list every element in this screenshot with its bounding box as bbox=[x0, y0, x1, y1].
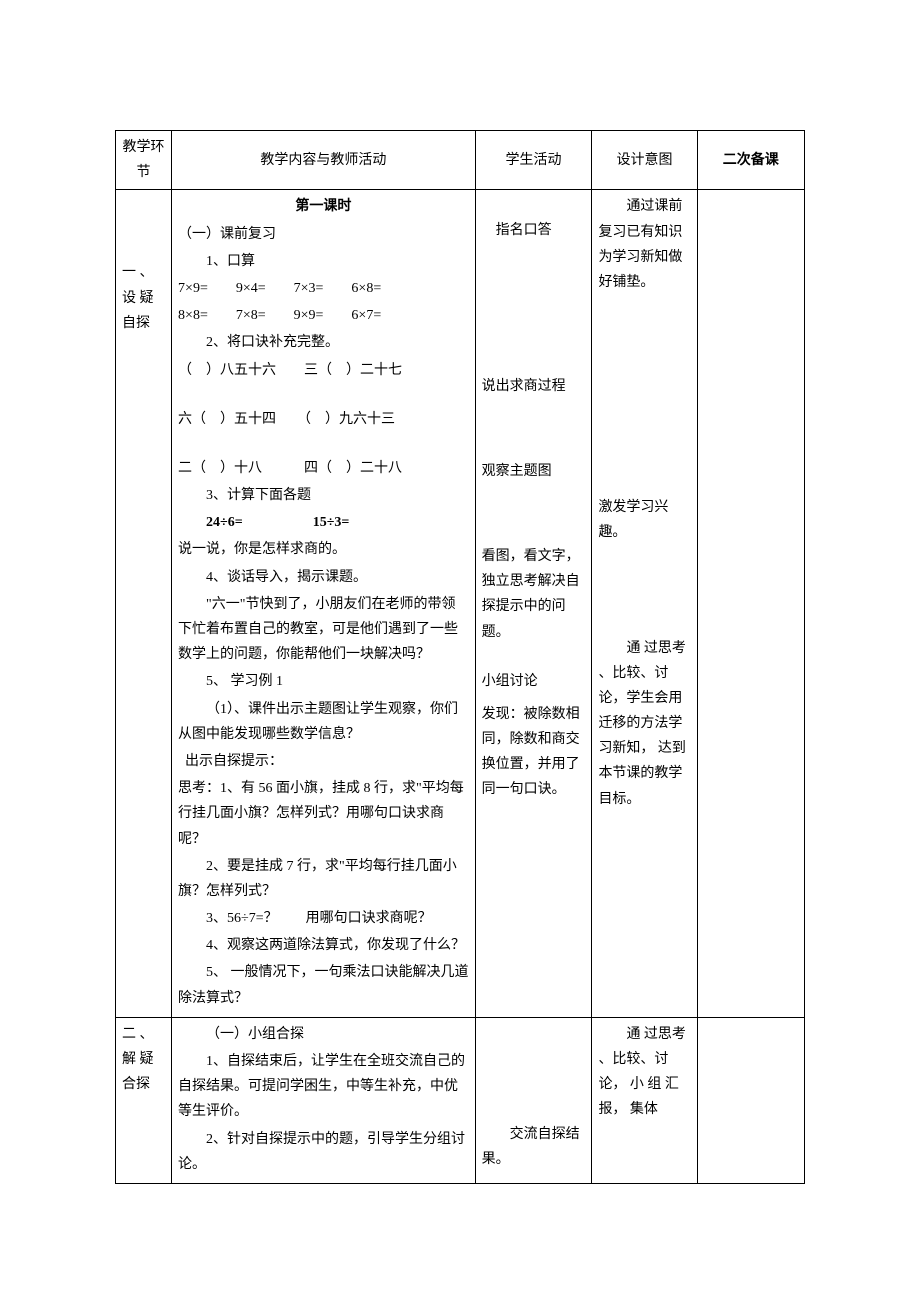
content-cell-1: 第一课时 （一）课前复习 1、口算 7×9= 9×4= 7×3= 6×8= 8×… bbox=[172, 190, 476, 1017]
think-2: 2、要是挂成 7 行，求"平均每行挂几面小旗？怎样列式？ bbox=[178, 854, 469, 904]
activity-5: 小组讨论 bbox=[482, 669, 586, 694]
header-stage: 教学环节 bbox=[116, 131, 172, 190]
table-row: 一 、设 疑自探 第一课时 （一）课前复习 1、口算 7×9= 9×4= 7×3… bbox=[116, 190, 805, 1017]
activity-1: 指名口答 bbox=[482, 218, 586, 243]
content-cell-2: （一）小组合探 1、自探结束后，让学生在全班交流自己的自探结果。可提问学困生，中… bbox=[172, 1017, 476, 1183]
item-1-2: 2、将口诀补充完整。 bbox=[178, 330, 469, 355]
think-4: 4、观察这两道除法算式，你发现了什么？ bbox=[178, 933, 469, 958]
think-1: 思考：1、有 56 面小旗，挂成 8 行，求"平均每行挂几面小旗？怎样列式？用哪… bbox=[178, 776, 469, 852]
activity-cell-2: 交流自探结果。 bbox=[475, 1017, 592, 1183]
item-1-4-para: "六一"节快到了，小朋友们在老师的带领下忙着布置自己的教室，可是他们遇到了一些数… bbox=[178, 592, 469, 668]
prompt-title: 出示自探提示： bbox=[178, 749, 469, 774]
item-1-3: 3、计算下面各题 bbox=[178, 483, 469, 508]
activity-2: 说出求商过程 bbox=[482, 374, 586, 399]
fill-line-3: 二（ ）十八 四（ ）二十八 bbox=[178, 456, 469, 481]
calc-div-line: 24÷6= 15÷3= bbox=[178, 510, 469, 535]
activity-cell-1: 指名口答 说出求商过程 观察主题图 看图，看文字，独立思考解决自探提示中的问题。… bbox=[475, 190, 592, 1017]
activity-4: 看图，看文字，独立思考解决自探提示中的问题。 bbox=[482, 544, 586, 645]
item-2-2: 2、针对自探提示中的题，引导学生分组讨论。 bbox=[178, 1127, 469, 1177]
calc-line-2: 8×8= 7×8= 9×9= 6×7= bbox=[178, 303, 469, 328]
table-row: 二 、解 疑合探 （一）小组合探 1、自探结束后，让学生在全班交流自己的自探结果… bbox=[116, 1017, 805, 1183]
backup-cell-2 bbox=[697, 1017, 804, 1183]
fill-line-1: （ ）八五十六 三（ ）二十七 bbox=[178, 358, 469, 383]
item-1-5-1: （1）、课件出示主题图让学生观察，你们从图中能发现哪些数学信息？ bbox=[178, 697, 469, 747]
intent-2-1: 通 过思考 、比较、讨论， 小 组 汇报， 集体 bbox=[598, 1022, 690, 1123]
intent-cell-2: 通 过思考 、比较、讨论， 小 组 汇报， 集体 bbox=[592, 1017, 697, 1183]
calc-line-1: 7×9= 9×4= 7×3= 6×8= bbox=[178, 276, 469, 301]
backup-cell-1 bbox=[697, 190, 804, 1017]
fill-line-2: 六（ ）五十四 （ ）九六十三 bbox=[178, 407, 469, 432]
section-2-title: （一）小组合探 bbox=[178, 1022, 469, 1047]
lesson-plan-table: 教学环节 教学内容与教师活动 学生活动 设计意图 二次备课 一 、设 疑自探 第… bbox=[115, 130, 805, 1184]
think-5: 5、 一般情况下，一句乘法口诀能解决几道除法算式？ bbox=[178, 960, 469, 1010]
activity-2-1: 交流自探结果。 bbox=[482, 1122, 586, 1172]
intent-2: 激发学习兴趣。 bbox=[598, 495, 690, 545]
header-intent: 设计意图 bbox=[592, 131, 697, 190]
intent-cell-1: 通过课前复习已有知识为学习新知做好铺垫。 激发学习兴趣。 通 过思考 、比较、讨… bbox=[592, 190, 697, 1017]
intent-3: 通 过思考 、比较、讨论，学生会用迁移的方法学习新知， 达到本节课的教学目标。 bbox=[598, 636, 690, 812]
stage-cell-2: 二 、解 疑合探 bbox=[116, 1017, 172, 1183]
table-header-row: 教学环节 教学内容与教师活动 学生活动 设计意图 二次备课 bbox=[116, 131, 805, 190]
header-content: 教学内容与教师活动 bbox=[172, 131, 476, 190]
lesson-title: 第一课时 bbox=[178, 194, 469, 219]
item-2-1: 1、自探结束后，让学生在全班交流自己的自探结果。可提问学困生，中等生补充，中优等… bbox=[178, 1049, 469, 1125]
calc-note: 说一说，你是怎样求商的。 bbox=[178, 537, 469, 562]
item-1-5: 5、 学习例 1 bbox=[178, 669, 469, 694]
activity-3: 观察主题图 bbox=[482, 459, 586, 484]
item-1-4: 4、谈话导入，揭示课题。 bbox=[178, 565, 469, 590]
header-activity: 学生活动 bbox=[475, 131, 592, 190]
stage-cell-1: 一 、设 疑自探 bbox=[116, 190, 172, 1017]
section-1-title: （一）课前复习 bbox=[178, 222, 469, 247]
intent-1: 通过课前复习已有知识为学习新知做好铺垫。 bbox=[598, 194, 690, 295]
header-backup: 二次备课 bbox=[697, 131, 804, 190]
item-1-1: 1、口算 bbox=[178, 249, 469, 274]
activity-6: 发现：被除数相同，除数和商交换位置，并用了同一句口诀。 bbox=[482, 702, 586, 803]
think-3: 3、56÷7=？ 用哪句口诀求商呢？ bbox=[178, 906, 469, 931]
